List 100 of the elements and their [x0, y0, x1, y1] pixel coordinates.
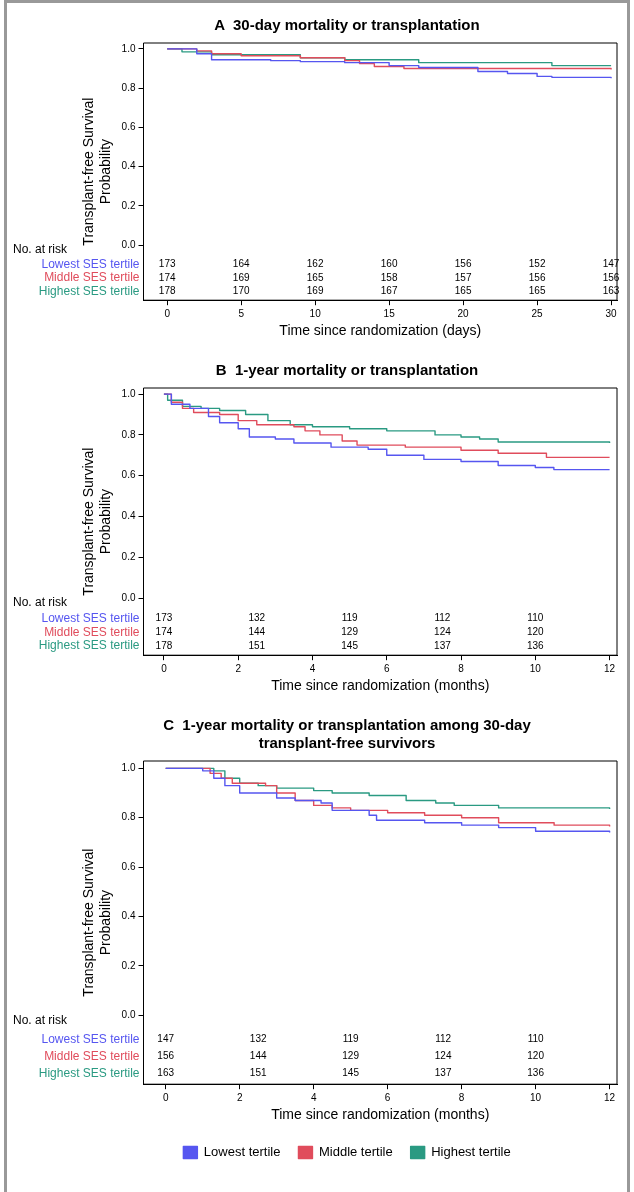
- text: Lowest SES tertile: [41, 256, 140, 271]
- x-tick-label: 8: [458, 662, 465, 674]
- annotation: 132: [248, 612, 266, 624]
- annotation: 156: [454, 258, 472, 270]
- annotation: 156: [157, 1050, 175, 1062]
- annotation: 145: [342, 1067, 360, 1078]
- annotation: 169: [232, 271, 250, 283]
- annotation: 124: [434, 625, 452, 637]
- y-tick-label: 1.0: [121, 387, 136, 399]
- annotation: 136: [527, 1067, 545, 1078]
- annotation: 151: [249, 1067, 267, 1078]
- annotation: 124: [434, 1050, 452, 1062]
- x-axis-title: Time since randomization (days): [279, 322, 482, 339]
- x-tick-label: 10: [530, 1091, 542, 1103]
- annotation: 110: [527, 612, 544, 624]
- text: Highest SES tertile: [38, 1065, 140, 1080]
- x-tick-label: 4: [310, 1091, 317, 1103]
- annotation: 120: [526, 625, 545, 637]
- x-tick-label: 10: [529, 662, 542, 674]
- annotation: 174: [158, 271, 176, 283]
- x-tick-label: 4: [309, 662, 316, 674]
- annotation: 169: [306, 285, 324, 297]
- annotation: 120: [527, 1050, 545, 1062]
- y-tick-label: 0.0: [121, 591, 136, 603]
- x-tick-label: 5: [238, 307, 245, 319]
- annotation: 174: [155, 625, 173, 637]
- chart-title: C 1-year mortality or transplantation among 30-day transplant-free survivors: [163, 716, 532, 752]
- annotation: 112: [435, 1033, 452, 1045]
- y-tick-label: 0.6: [121, 860, 136, 872]
- annotation: 163: [602, 285, 620, 297]
- x-axis-title: Time since randomization (months): [271, 677, 490, 694]
- y-tick-label: 0.8: [121, 811, 136, 823]
- x-tick-label: 0: [161, 662, 168, 674]
- annotation: 165: [528, 285, 546, 297]
- y-tick-label: 0.2: [121, 551, 136, 563]
- text: No. at risk: [13, 1013, 69, 1028]
- annotation: 165: [306, 271, 324, 283]
- legend-label: Highest tertile: [431, 1144, 511, 1160]
- x-tick-label: 12: [604, 662, 616, 674]
- annotation: 136: [526, 639, 545, 651]
- annotation: 156: [528, 271, 546, 283]
- y-tick-label: 0.6: [121, 469, 136, 481]
- y-axis-title: Transplant-free Survival Probability: [80, 97, 114, 246]
- y-tick-label: 0.4: [121, 910, 136, 922]
- annotation: 110: [527, 1033, 545, 1045]
- text: Highest SES tertile: [38, 283, 140, 298]
- text: No. at risk: [13, 595, 69, 610]
- legend-label: Lowest tertile: [203, 1144, 281, 1160]
- legend-label: Middle tertile: [318, 1144, 393, 1160]
- text: Middle SES tertile: [44, 1048, 140, 1063]
- text: Middle SES tertile: [44, 270, 140, 285]
- x-tick-label: 20: [457, 307, 470, 319]
- annotation: 144: [248, 625, 266, 637]
- text: Highest SES tertile: [38, 638, 140, 653]
- annotation: 129: [342, 1050, 360, 1062]
- y-axis-title: Transplant-free Survival Probability: [80, 447, 114, 596]
- annotation: 167: [380, 285, 398, 297]
- x-tick-label: 30: [605, 307, 618, 319]
- x-tick-label: 6: [383, 662, 390, 674]
- x-tick-label: 15: [383, 307, 396, 319]
- x-tick-label: 8: [458, 1091, 465, 1103]
- y-tick-label: 0.0: [121, 238, 136, 250]
- y-tick-label: 1.0: [121, 42, 136, 54]
- annotation: 119: [341, 612, 359, 624]
- annotation: 156: [602, 271, 620, 283]
- text: Lowest SES tertile: [41, 1031, 140, 1046]
- y-tick-label: 0.4: [121, 160, 136, 172]
- x-tick-label: 6: [384, 1091, 391, 1103]
- x-tick-label: 25: [531, 307, 544, 319]
- annotation: 119: [342, 1033, 360, 1045]
- annotation: 132: [249, 1033, 267, 1045]
- y-tick-label: 0.8: [121, 81, 136, 93]
- annotation: 144: [249, 1050, 267, 1062]
- x-tick-label: 0: [164, 307, 171, 319]
- annotation: 129: [341, 625, 359, 637]
- text: No. at risk: [13, 242, 69, 257]
- annotation: 152: [528, 258, 546, 270]
- annotation: 170: [232, 285, 250, 297]
- annotation: 137: [434, 639, 452, 651]
- x-tick-label: 2: [235, 662, 242, 674]
- y-axis-title: Transplant-free Survival Probability: [80, 848, 114, 997]
- y-tick-label: 0.2: [121, 959, 136, 971]
- y-tick-label: 0.0: [121, 1008, 136, 1020]
- x-tick-label: 12: [604, 1091, 616, 1103]
- annotation: 163: [157, 1067, 175, 1078]
- y-tick-label: 0.6: [121, 121, 136, 133]
- annotation: 145: [341, 639, 359, 651]
- annotation: 137: [434, 1067, 452, 1078]
- annotation: 165: [454, 285, 472, 297]
- annotation: 151: [248, 639, 266, 651]
- annotation: 178: [155, 639, 173, 651]
- y-tick-label: 0.8: [121, 428, 136, 440]
- text: Lowest SES tertile: [41, 610, 140, 625]
- chart-title: B 1-year mortality or transplantation: [215, 361, 479, 379]
- y-tick-label: 1.0: [121, 762, 136, 774]
- x-tick-label: 10: [309, 307, 322, 319]
- x-axis-title: Time since randomization (months): [271, 1106, 490, 1123]
- y-tick-label: 0.4: [121, 510, 136, 522]
- annotation: 160: [380, 258, 398, 270]
- annotation: 178: [158, 285, 176, 297]
